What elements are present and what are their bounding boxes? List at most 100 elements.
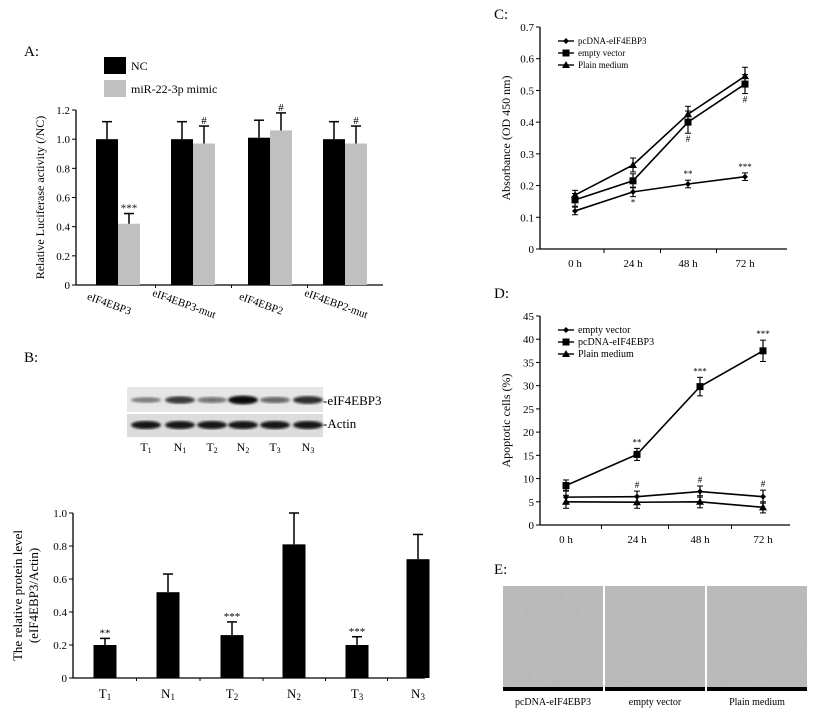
significance-mark: # [278,102,284,114]
significance-mark: ** [684,169,694,179]
y-tick-label: 0.2 [56,251,70,263]
significance-mark: # [698,475,703,485]
significance-mark: # [743,95,748,105]
y-tick-label: 25 [523,404,535,416]
micrograph-caption: pcDNA-eIF4EBP3 [515,697,591,708]
band-actin [165,421,195,429]
y-tick-label: 0.6 [520,54,534,66]
marker-diamond [760,493,766,500]
significance-mark: # [635,480,640,490]
x-category-label: eIF4EBP2-mut [303,287,370,321]
marker-triangle [571,191,579,199]
significance-mark: *** [224,611,241,623]
bar [406,559,430,678]
band-eif4ebp3 [293,396,323,404]
bar [156,592,180,678]
marker-triangle [684,110,692,118]
lane-label: N1 [174,440,187,455]
y-tick-label: 20 [523,427,535,439]
lane-label: T1 [140,440,151,455]
micrograph-texture [503,586,603,688]
y-axis-label: The relative protein level [10,530,25,661]
series-line [565,350,764,487]
x-category-label: N3 [411,686,425,702]
x-category-label: eIF4EBP3 [85,291,133,318]
band-eif4ebp3 [197,397,227,403]
significance-mark: *** [121,203,138,215]
band-actin [197,421,227,429]
marker-square [633,450,641,458]
band-actin [293,421,323,429]
bar [96,139,118,285]
legend-label: empty vector [578,325,631,336]
x-category-label: T2 [226,686,238,702]
y-tick-label: 0.4 [520,117,534,129]
y-axis-label-2: (eIF4EBP3/Actin) [26,548,41,643]
band-eif4ebp3 [131,397,161,403]
y-axis-label: Absorbance (OD 450 nm) [499,76,513,201]
legend-label: pcDNA-eIF4EBP3 [578,36,647,46]
bar [323,139,345,285]
series-line [574,175,746,212]
bar [345,143,367,285]
x-category-label: eIF4EBP2 [237,291,284,318]
y-tick-label: 1.2 [56,105,70,117]
bar [171,139,193,285]
marker-diamond [685,180,691,187]
significance-mark: ** [100,627,111,639]
bar [118,223,140,285]
lane-label: N3 [302,440,315,455]
marker-triangle [741,72,749,80]
significance-mark: * [631,198,636,208]
legend-swatch [104,80,126,97]
marker-triangle [633,498,641,506]
marker-square [629,177,637,185]
x-category-label: T3 [351,686,364,702]
y-tick-label: 0.6 [53,574,67,586]
legend-label: empty vector [578,48,625,58]
y-tick-label: 0 [529,520,535,532]
y-tick-label: 35 [523,357,535,369]
y-tick-label: 5 [529,497,535,509]
marker-diamond [563,327,569,333]
significance-mark: # [201,115,207,127]
x-tick-label: 0 h [559,534,573,546]
panel-label-d: D: [494,286,509,302]
marker-square [562,338,570,346]
x-tick-label: 24 h [623,258,643,270]
y-tick-label: 0.4 [53,607,67,619]
significance-mark: *** [349,626,366,638]
x-tick-label: 0 h [568,258,582,270]
significance-mark: *** [693,366,707,376]
legend-label: Plain medium [578,60,628,70]
band-actin [131,421,161,429]
bar [345,645,369,678]
significance-mark: ** [633,437,643,447]
y-tick-label: 10 [523,474,535,486]
significance-mark: *** [738,162,752,172]
bar [270,130,292,285]
marker-diamond [630,188,636,195]
marker-diamond [697,488,703,495]
significance-mark: # [761,479,766,489]
marker-square [562,49,570,57]
band-actin [260,421,290,429]
x-category-label: T1 [99,686,111,702]
band-eif4ebp3 [260,396,290,404]
x-tick-label: 48 h [678,258,698,270]
panel-label-c: C: [494,7,508,23]
y-tick-label: 0.8 [56,163,70,175]
significance-mark: # [686,134,691,144]
legend-label: NC [131,59,148,73]
y-axis-label: Relative Luciferase activity (/NC) [33,116,47,280]
band-eif4ebp3 [165,396,195,404]
panel-label-e: E: [494,562,507,578]
x-tick-label: 72 h [735,258,755,270]
marker-triangle [562,350,570,357]
band-eif4ebp3 [228,395,258,405]
y-tick-label: 15 [523,450,535,462]
chart-c-absorbance: 00.10.20.30.40.50.60.70 h 24 h 48 h 72 h***… [499,22,787,270]
lane-label: N2 [237,440,250,455]
significance-mark: # [353,115,359,127]
